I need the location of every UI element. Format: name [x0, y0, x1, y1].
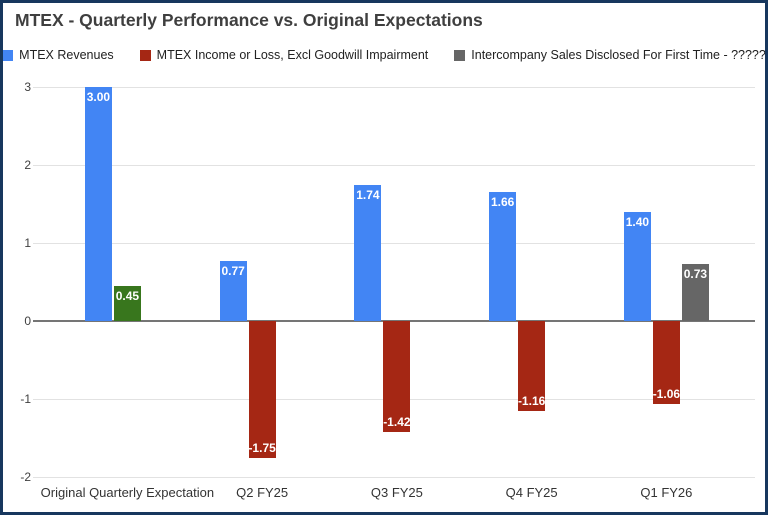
- legend-swatch-icon: [454, 49, 466, 61]
- gridline: [33, 165, 755, 166]
- legend-item: Intercompany Sales Disclosed For First T…: [454, 48, 766, 62]
- y-axis-tick-label: -2: [20, 470, 31, 484]
- x-axis-label: Q4 FY25: [505, 485, 558, 500]
- legend: MTEX Revenues MTEX Income or Loss, Excl G…: [3, 48, 765, 62]
- y-axis-tick-label: 3: [24, 80, 31, 94]
- legend-item-label: MTEX Income or Loss, Excl Goodwill Impai…: [156, 48, 429, 62]
- bar-value-label: 1.40: [625, 214, 650, 229]
- bar-value-label: -1.16: [517, 394, 546, 409]
- bar: [383, 321, 411, 432]
- legend-item-label: MTEX Revenues: [19, 48, 114, 62]
- x-axis-label: Original Quarterly Expectation: [40, 485, 215, 500]
- bar: [354, 185, 382, 321]
- x-axis-label: Q3 FY25: [370, 485, 423, 500]
- legend-item: MTEX Income or Loss, Excl Goodwill Impai…: [139, 48, 429, 62]
- bar-value-label: -1.75: [248, 440, 276, 455]
- y-axis-tick-label: 2: [24, 158, 31, 172]
- bar-value-label: 0.77: [221, 263, 245, 278]
- bar: [681, 264, 709, 321]
- y-axis-tick-label: 0: [24, 314, 31, 328]
- bar-value-label: -1.06: [652, 386, 681, 401]
- y-axis-tick-label: -1: [20, 392, 31, 406]
- x-axis-label: Q2 FY25: [236, 485, 289, 500]
- bar: [219, 260, 247, 321]
- bar-value-label: 1.74: [356, 188, 380, 203]
- bar: [652, 321, 680, 404]
- bar: [84, 87, 112, 321]
- legend-item: MTEX Revenues: [3, 48, 114, 62]
- legend-swatch-icon: [139, 49, 151, 61]
- gridline: [33, 477, 755, 478]
- bar-value-label: 3.00: [86, 90, 111, 104]
- bar-value-label: -1.42: [383, 414, 411, 429]
- y-axis-tick-label: 1: [24, 236, 31, 250]
- bar: [248, 321, 276, 458]
- bar-value-label: 0.45: [115, 288, 140, 303]
- bar-value-label: 0.73: [683, 267, 708, 282]
- legend-swatch-icon: [3, 49, 14, 61]
- bar: [623, 211, 651, 321]
- bar: [489, 191, 517, 321]
- x-axis-label: Q1 FY26: [640, 485, 693, 500]
- gridline: [33, 243, 755, 244]
- bar: [113, 285, 141, 321]
- chart-title: MTEX - Quarterly Performance vs. Origina…: [15, 10, 483, 30]
- plot-area: 3 2 1 0 -1 -2 3.00 0.77 1.74 1.66 1.40 0.45 -1.75 -1.…: [3, 3, 765, 512]
- gridline: [33, 87, 755, 88]
- legend-item-label: Intercompany Sales Disclosed For First T…: [471, 48, 766, 62]
- bar: [518, 321, 546, 412]
- bar-value-label: 1.66: [490, 194, 515, 209]
